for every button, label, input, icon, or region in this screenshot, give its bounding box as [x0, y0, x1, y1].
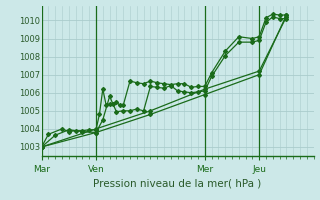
X-axis label: Pression niveau de la mer( hPa ): Pression niveau de la mer( hPa ) [93, 178, 262, 188]
